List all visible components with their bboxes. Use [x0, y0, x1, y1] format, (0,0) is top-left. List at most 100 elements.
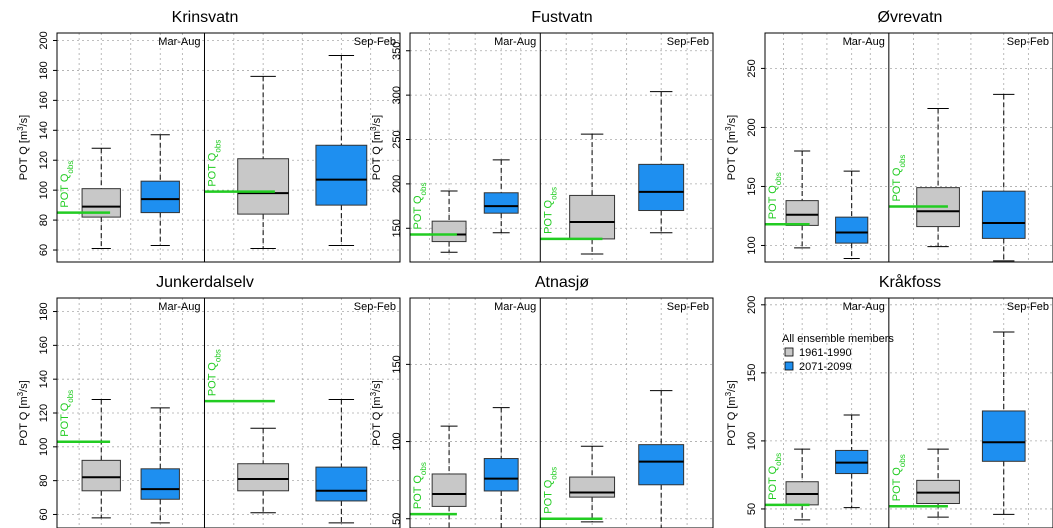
panel-title: Atnasjø — [535, 274, 589, 291]
y-tick-label: 100 — [38, 438, 50, 456]
y-tick-label: 80 — [38, 475, 50, 487]
season-label: Sep-Feb — [1007, 36, 1049, 48]
y-axis-label: POT Q [m3/s] — [369, 115, 384, 180]
box-1961-1990 — [81, 459, 121, 492]
y-axis-label: POT Q [m3/s] — [724, 380, 739, 445]
y-tick-label: 50 — [746, 503, 758, 515]
y-axis-label-part: POT Q [m — [371, 131, 383, 180]
panel-frame — [409, 297, 714, 528]
obs-label-sub: obs — [549, 467, 558, 480]
box-1961-1990 — [237, 463, 290, 492]
obs-label-sub: obs — [419, 462, 428, 475]
y-tick-label: 150 — [746, 364, 758, 382]
season-label: Mar-Aug — [843, 301, 885, 313]
season-label: Mar-Aug — [843, 36, 885, 48]
y-tick-label: 160 — [38, 91, 50, 109]
y-axis-label-part: POT Q [m — [726, 396, 738, 445]
y-tick-label: 100 — [746, 236, 758, 254]
obs-label: POT Qobs — [891, 454, 907, 501]
y-axis-label: POT Q [m3/s] — [369, 380, 384, 445]
box-2071-2099 — [140, 468, 180, 500]
obs-label-part: POT Q — [206, 362, 218, 396]
y-axis-label-sup: 3 — [724, 126, 733, 131]
y-axis-label-part: POT Q [m — [18, 396, 30, 445]
y-axis-label-part: /s] — [726, 115, 738, 127]
box-2071-2099 — [140, 180, 180, 214]
season-label: Sep-Feb — [1007, 301, 1049, 313]
y-tick-label: 150 — [391, 355, 403, 373]
panel-frame — [764, 32, 1053, 263]
box-2071-2099 — [315, 144, 368, 206]
obs-label: POT Qobs — [59, 390, 75, 437]
panel-frame — [56, 32, 401, 263]
season-label: Sep-Feb — [667, 301, 709, 313]
box-2071-2099 — [835, 216, 869, 244]
y-axis-label-sup: 3 — [724, 391, 733, 396]
obs-label-part: POT Q — [891, 467, 903, 501]
y-tick-label: 250 — [746, 59, 758, 77]
y-tick-label: 180 — [38, 61, 50, 79]
obs-label-sub: obs — [66, 390, 75, 403]
obs-label: POT Qobs — [891, 155, 907, 202]
obs-label-part: POT Q — [891, 167, 903, 201]
y-axis-label: POT Q [m3/s] — [16, 115, 31, 180]
obs-label: POT Qobs — [206, 140, 222, 187]
y-tick-label: 80 — [38, 214, 50, 226]
box-2071-2099 — [638, 444, 685, 486]
box-1961-1990 — [431, 220, 467, 243]
y-axis-label-part: /s] — [18, 380, 30, 392]
panel-title: Fustvatn — [531, 9, 592, 26]
y-axis-label-sup: 3 — [16, 126, 25, 131]
y-axis-label-part: POT Q [m — [726, 131, 738, 180]
obs-label-part: POT Q — [767, 185, 779, 219]
obs-label-part: POT Q — [59, 173, 71, 207]
obs-label: POT Qobs — [542, 187, 558, 234]
panel-2: Mar-Aug POT Qobs Sep-Feb POT Qobs Øvrevatn 10… — [724, 9, 1053, 263]
y-tick-label: 100 — [391, 432, 403, 450]
y-tick-label: 140 — [38, 370, 50, 388]
box-1961-1990 — [431, 473, 467, 507]
legend-title: All ensemble members — [782, 333, 894, 345]
obs-label-part: POT Q — [767, 465, 779, 499]
box-2071-2099 — [483, 192, 519, 214]
obs-label: POT Qobs — [542, 467, 558, 514]
y-axis-label-part: /s] — [726, 380, 738, 392]
obs-label-sub: obs — [213, 349, 222, 362]
y-axis-label: POT Q [m3/s] — [16, 380, 31, 445]
y-axis-label-part: POT Q [m — [371, 396, 383, 445]
obs-label-sub: obs — [549, 187, 558, 200]
legend-swatch — [784, 347, 794, 357]
box-2071-2099 — [483, 458, 519, 492]
obs-label: POT Qobs — [767, 172, 783, 219]
panel-frame — [409, 32, 714, 263]
panel-plot-area: Mar-Aug POT Qobs Sep-Feb POT Qobs — [765, 33, 1053, 262]
y-axis-label: POT Q [m3/s] — [724, 115, 739, 180]
obs-label-sub: obs — [66, 161, 75, 174]
panel-frame — [764, 297, 1053, 528]
y-tick-label: 350 — [391, 42, 403, 60]
y-tick-label: 120 — [38, 404, 50, 422]
season-label: Mar-Aug — [158, 36, 200, 48]
season-label: Mar-Aug — [158, 301, 200, 313]
obs-label-part: POT Q — [542, 199, 554, 233]
obs-label: POT Qobs — [412, 462, 428, 509]
obs-label-part: POT Q — [542, 479, 554, 513]
box-1961-1990 — [569, 194, 616, 240]
obs-label: POT Qobs — [767, 453, 783, 500]
y-axis-label-sup: 3 — [369, 126, 378, 131]
panel-title: Øvrevatn — [878, 9, 943, 26]
y-axis-label-part: /s] — [371, 380, 383, 392]
y-axis-label-sup: 3 — [369, 391, 378, 396]
y-axis-label-sup: 3 — [16, 391, 25, 396]
y-tick-label: 140 — [38, 121, 50, 139]
y-tick-label: 50 — [391, 513, 403, 525]
y-axis-label-part: POT Q [m — [18, 131, 30, 180]
obs-label-sub: obs — [419, 183, 428, 196]
panel-frame — [56, 297, 401, 528]
box-2071-2099 — [638, 163, 685, 212]
